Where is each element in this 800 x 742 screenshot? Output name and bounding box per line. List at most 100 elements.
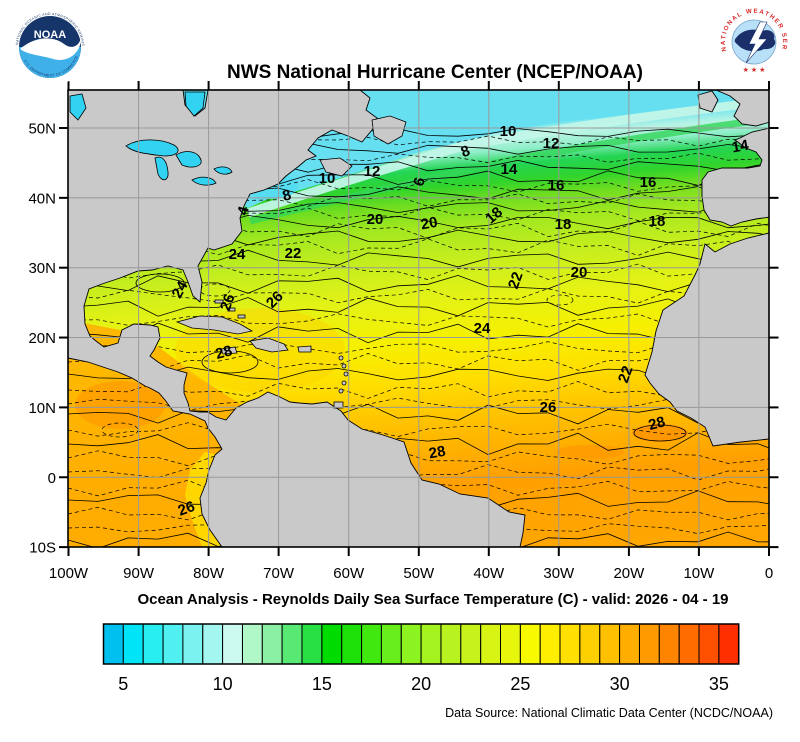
- axis-ticks-and-labels: 100W 90W 80W 70W 60W 50W 40W 30W 20W 10W 0 50N 40N 30…: [28, 81, 779, 582]
- colorbar-cell: [678, 623, 700, 665]
- lat-lon-gridlines: [68, 90, 769, 547]
- contour-temperature-label: 12: [364, 163, 381, 180]
- contour-temperature-label: 24: [229, 246, 246, 263]
- x-axis-label: 60W: [333, 565, 365, 582]
- data-source-text: Data Source: National Climatic Data Cent…: [445, 706, 773, 720]
- contour-temperature-label: 20: [420, 214, 439, 234]
- contour-temperature-label: 18: [555, 216, 572, 233]
- contour-eddy: [135, 273, 185, 293]
- sst-front-pale-band: [246, 96, 769, 218]
- newfoundland: [371, 115, 407, 145]
- isotherm-line: [68, 522, 769, 534]
- nws-lightning-bolt-icon: [745, 21, 768, 64]
- isotherm-line: [68, 221, 769, 239]
- colorbar-cell: [182, 623, 204, 665]
- france-iberia: [701, 127, 769, 227]
- colorbar-cell: [519, 623, 541, 665]
- isotherm-line: [68, 450, 769, 467]
- contour-temperature-label: 22: [285, 245, 302, 262]
- colorbar-cell: [301, 623, 323, 665]
- colorbar-cell: [460, 623, 482, 665]
- x-axis-label: 90W: [123, 565, 155, 582]
- isotherm-line: [68, 464, 769, 481]
- puerto-rico: [297, 345, 312, 353]
- contour-temperature-label: 26: [540, 399, 557, 416]
- contour-eddy: [101, 422, 139, 438]
- colorbar-cell: [321, 623, 343, 665]
- antilles-island: [338, 388, 344, 394]
- y-axis-label: 10S: [29, 540, 56, 557]
- isotherm-line: [68, 297, 769, 317]
- colorbar-cell: [480, 623, 502, 665]
- colorbar-cell: [619, 623, 640, 665]
- x-axis-label: 10W: [683, 565, 715, 582]
- contour-temperature-label: 14: [731, 137, 751, 157]
- x-axis-label: 30W: [543, 565, 575, 582]
- colorbar-cell: [440, 623, 462, 665]
- bahamas-island: [214, 299, 224, 304]
- x-axis-label: 0: [765, 565, 773, 582]
- jamaica: [220, 346, 238, 355]
- colorbar-cell: [400, 623, 422, 665]
- y-axis-label: 30N: [28, 260, 56, 277]
- antilles-island: [343, 371, 349, 377]
- y-axis-label: 20N: [28, 330, 56, 347]
- colorbar-cell: [242, 623, 263, 665]
- colorbar-cell: [579, 623, 601, 665]
- great-britain: [715, 90, 769, 127]
- y-axis-label: 10N: [28, 400, 56, 417]
- james-bay: [184, 91, 206, 117]
- x-axis-label: 100W: [49, 565, 89, 582]
- colorbar-cell: [162, 623, 184, 665]
- bahamas-island: [227, 307, 236, 312]
- contour-temperature-label: 18: [649, 213, 666, 230]
- antilles-island: [341, 380, 347, 386]
- north-south-america-landmass: [68, 90, 526, 547]
- colorbar-cell: [658, 623, 680, 665]
- colorbar-cell: [281, 623, 303, 665]
- y-axis-label: 0: [48, 470, 56, 487]
- x-axis-label: 40W: [473, 565, 505, 582]
- colorbar-cell: [222, 623, 243, 665]
- lake-erie: [191, 176, 217, 186]
- contour-temperature-label: 28: [428, 443, 447, 463]
- contour-temperature-label: 10: [319, 170, 336, 187]
- nws-stars: ★ ★ ★: [743, 66, 766, 74]
- contour-temperature-label: 22: [505, 270, 527, 291]
- x-axis-label: 70W: [263, 565, 295, 582]
- colorbar-label: 25: [510, 674, 530, 694]
- lake-ontario: [213, 166, 233, 175]
- lake-huron: [175, 151, 202, 168]
- contour-eddy: [633, 424, 687, 442]
- colorbar-cell: [103, 623, 124, 665]
- contour-temperature-label: 24: [169, 278, 192, 302]
- map-caption: Ocean Analysis - Reynolds Daily Sea Surf…: [137, 591, 728, 608]
- colorbar-cell: [559, 623, 581, 665]
- colorbar-label: 5: [118, 674, 128, 694]
- noaa-logo-text: NOAA: [34, 29, 66, 41]
- lake-winnipeg: [69, 93, 87, 121]
- colorbar-label: 35: [709, 674, 729, 694]
- colorbar-cell: [539, 623, 561, 665]
- contour-temperature-label: 16: [548, 177, 565, 194]
- colorbar-label: 30: [610, 674, 630, 694]
- colorbar-cell: [698, 623, 720, 665]
- isotherm-line: [68, 506, 769, 521]
- bahamas-island: [237, 314, 246, 319]
- colorbar-cell: [718, 623, 740, 665]
- isotherm-line: [68, 341, 769, 356]
- isotherm-line: [68, 288, 769, 305]
- contour-eddy: [546, 294, 574, 306]
- nws-logo: NATIONAL WEATHER SERVICE ★ ★ ★: [713, 1, 790, 78]
- x-axis-label: 80W: [193, 565, 225, 582]
- isotherm-line: [68, 432, 769, 456]
- colorbar-cell: [500, 623, 521, 665]
- equatorial-warm-patch: [556, 445, 624, 459]
- ireland: [697, 90, 719, 113]
- colorbar-label: 15: [312, 674, 332, 694]
- antilles-island: [341, 363, 347, 369]
- cuba: [175, 315, 254, 335]
- colorbar-cell: [380, 623, 402, 665]
- colorbar-label: 20: [411, 674, 431, 694]
- contour-temperature-label: 24: [474, 320, 491, 337]
